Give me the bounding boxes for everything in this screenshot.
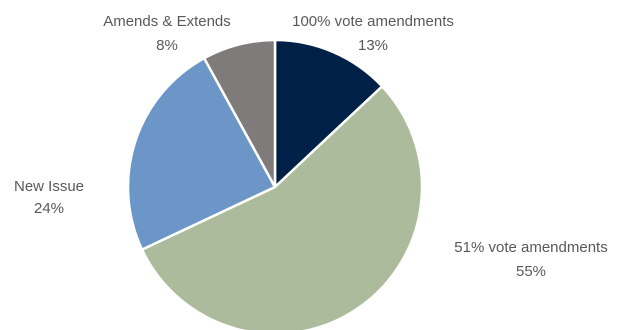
slice-label-name: 100% vote amendments [292, 13, 454, 30]
pie-slices [126, 38, 424, 330]
slice-label-value: 55% [516, 263, 546, 280]
pie-slice [202, 38, 277, 189]
slice-label-name: New Issue [14, 178, 84, 195]
slice-label-value: 24% [34, 200, 64, 217]
slice-label-value: 13% [358, 37, 388, 54]
slice-label-name: 51% vote amendments [454, 239, 607, 256]
slice-label-name: Amends & Extends [103, 13, 231, 30]
pie-slice [126, 56, 277, 251]
slice-label-value: 8% [156, 37, 178, 54]
pie-slice [140, 85, 424, 330]
pie-slice [273, 38, 384, 189]
